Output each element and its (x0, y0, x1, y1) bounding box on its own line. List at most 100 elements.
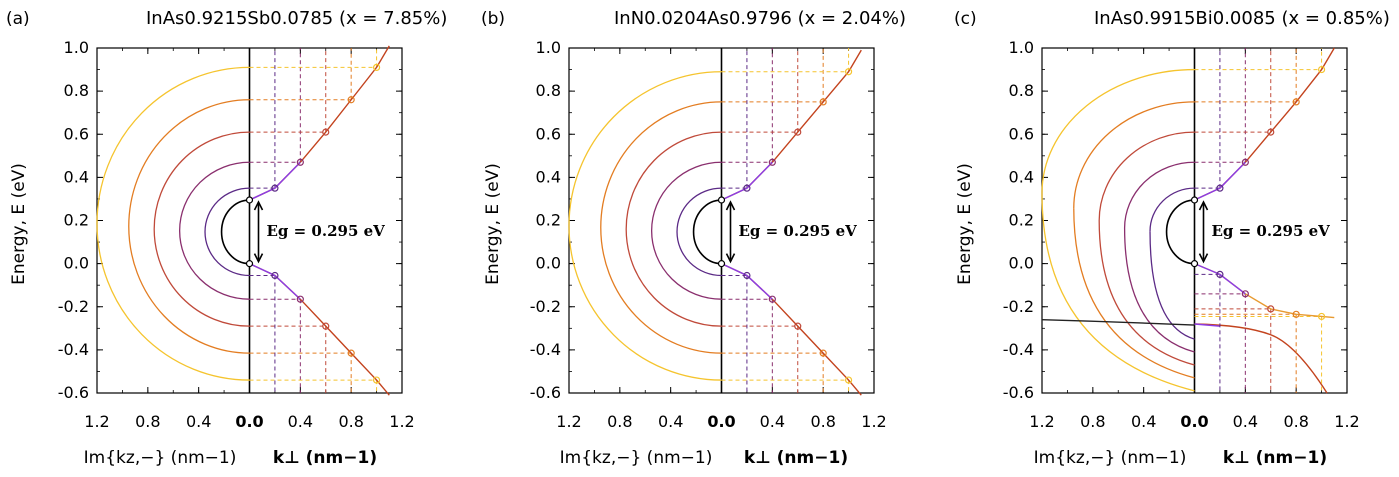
y-tick-label: 0.6 (536, 124, 561, 143)
panel-letter: (a) (6, 9, 30, 29)
gap-label: Eg = 0.295 eV (739, 222, 858, 240)
cb-point (1216, 184, 1224, 192)
complex-band-arc (178, 161, 250, 300)
x-tick-label: 0.8 (135, 412, 160, 431)
y-tick-label: -0.4 (58, 340, 89, 359)
plot-area-a: -0.6 -0.4 -0.2 0.0 0.2 0.4 0.6 0.8 1.0 1.2 0.8 0.4 0… (58, 38, 415, 431)
y-axis-title: Energy, E (eV) (9, 163, 29, 285)
vb-point (347, 349, 355, 357)
panel-letter: (b) (481, 9, 505, 29)
complex-band-arc (1098, 131, 1195, 221)
complex-band-arc (568, 71, 722, 381)
x-tick-label: 1.2 (84, 412, 109, 431)
vb-point (1292, 310, 1300, 318)
x-tick-label: 0.0 (235, 412, 263, 431)
cb-point (271, 184, 279, 192)
x-tick-label: 0.4 (658, 412, 683, 431)
conduction-band-dispersion (721, 49, 862, 201)
vb-point (768, 295, 776, 303)
y-tick-label: -0.6 (1003, 383, 1034, 402)
panel-title: InAs0.9915Bi0.0085 (x = 0.85%) (1094, 8, 1390, 29)
title-composition: (x = 0.85%) (1281, 8, 1389, 29)
vb-point (1241, 290, 1249, 298)
valence-band-dispersion (249, 262, 390, 396)
y-tick-label: 0.0 (536, 254, 561, 273)
complex-band-arc (1149, 231, 1195, 340)
x-axis-title-right: k⊥ (nm−1) (273, 448, 377, 468)
valence-band-dispersion (721, 262, 862, 396)
y-tick-label: -0.4 (1003, 340, 1034, 359)
complex-band-arc (692, 199, 722, 265)
x-tick-label: 1.2 (1334, 412, 1359, 431)
plot-area-c: -0.6 -0.4 -0.2 0.0 0.2 0.4 0.6 0.8 1.0 1.2 0.8 0.4 0… (1003, 38, 1360, 431)
cb-point (322, 128, 330, 136)
valence-band-dispersion (721, 262, 773, 300)
x-axis-title-right: k⊥ (nm−1) (744, 448, 848, 468)
title-material: InAs0.9915Bi0.0085 (1094, 8, 1276, 29)
x-tick-label: 0.0 (1180, 412, 1208, 431)
y-tick-label: 0.0 (64, 254, 89, 273)
vb-point (1216, 270, 1224, 279)
gap-label: Eg = 0.295 eV (267, 222, 386, 240)
y-tick-label: 0.6 (1009, 124, 1034, 143)
complex-band-arc (676, 187, 722, 277)
valence-band-dispersion (1194, 262, 1335, 319)
complex-band-arc (1073, 101, 1195, 209)
y-tick-label: 0.8 (1009, 81, 1034, 100)
gap-arrow-head (725, 253, 736, 264)
complex-band-arc (625, 131, 722, 327)
y-tick-label: 0.8 (536, 81, 561, 100)
y-tick-label: 0.2 (536, 211, 561, 230)
cb-point (347, 96, 355, 104)
complex-band-arc (1041, 68, 1195, 194)
y-tick-label: -0.2 (530, 297, 561, 316)
conduction-band-dispersion (721, 161, 773, 201)
y-tick-label: 0.2 (1009, 211, 1034, 230)
cb-point (794, 128, 802, 136)
vb-point (296, 295, 304, 303)
cb-edge-point (717, 196, 726, 204)
x-tick-label: 0.4 (288, 412, 313, 431)
y-tick-label: 0.6 (64, 124, 89, 143)
x-tick-label: 0.8 (810, 412, 835, 431)
vb-edge-point (245, 260, 254, 268)
complex-band-arc (1123, 161, 1195, 229)
vb-point (819, 349, 827, 357)
x-tick-label: 0.4 (1131, 412, 1156, 431)
panel-b: (b) InN0.0204As0.9796 (x = 2.04%) -0.6 -0… (481, 8, 906, 468)
y-tick-label: 1.0 (64, 38, 89, 57)
cb-point (1292, 98, 1300, 106)
conduction-band-dispersion (1194, 161, 1246, 201)
gap-label: Eg = 0.295 eV (1212, 222, 1331, 240)
y-axis-title: Energy, E (eV) (955, 163, 975, 285)
y-tick-label: -0.6 (530, 383, 561, 402)
vb-point (844, 376, 853, 384)
complex-band-arc (1041, 193, 1195, 392)
cb-point (1317, 65, 1326, 74)
panel-title: InN0.0204As0.9796 (x = 2.04%) (614, 8, 906, 29)
vb-edge-point (717, 260, 726, 268)
x-axis-title-left: Im{kz,−} (nm−1) (84, 448, 237, 468)
y-tick-label: -0.2 (1003, 297, 1034, 316)
x-tick-label: 0.8 (1283, 412, 1308, 431)
y-tick-label: -0.6 (58, 383, 89, 402)
x-tick-label: 0.4 (1233, 412, 1258, 431)
complex-band-arc (128, 99, 250, 354)
vb-point (372, 376, 381, 384)
x-tick-label: 1.2 (556, 412, 581, 431)
panel-a: (a) InAs0.9215Sb0.0785 (x = 7.85%) -0.6-… (6, 8, 447, 468)
title-material: InN0.0204As0.9796 (614, 8, 792, 29)
vb-edge-point (1190, 260, 1199, 268)
complex-band-arc (220, 199, 250, 265)
vb-point (1267, 305, 1275, 313)
x-tick-label: 0.4 (760, 412, 785, 431)
vb-point (322, 322, 330, 330)
vb-point (271, 271, 279, 280)
x-axis-title-left: Im{kz,−} (nm−1) (560, 448, 713, 468)
cb-point (768, 158, 776, 166)
title-composition: (x = 2.04%) (798, 8, 906, 29)
y-tick-label: 1.0 (1009, 38, 1034, 57)
x-tick-label: 0.8 (607, 412, 632, 431)
conduction-band-dispersion (249, 161, 301, 201)
conduction-band-dispersion (1194, 47, 1335, 201)
